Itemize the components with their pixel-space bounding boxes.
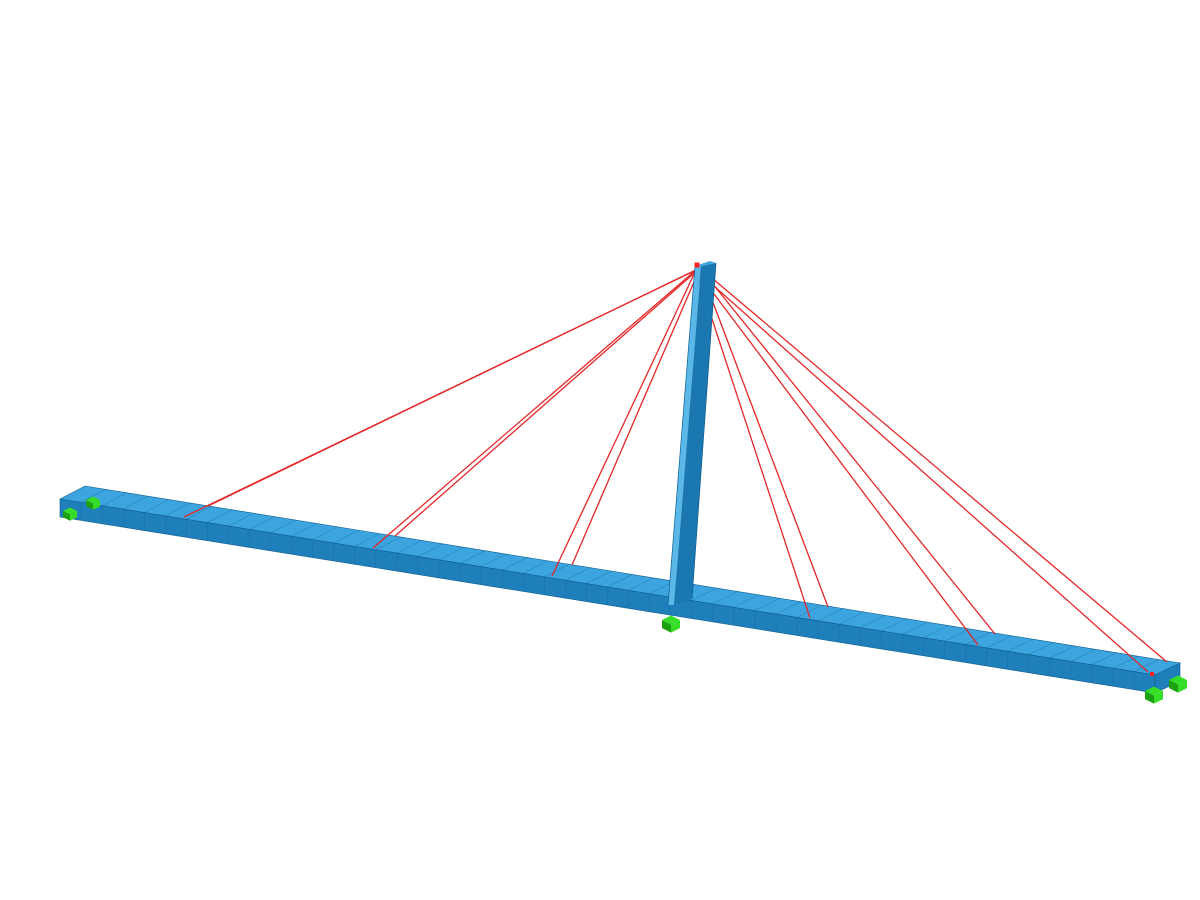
cable-front-4 (696, 270, 978, 645)
cable-front-3 (696, 270, 810, 618)
cable-back-1 (395, 268, 700, 536)
node-1 (1150, 672, 1154, 676)
cable-back-3 (700, 268, 828, 607)
node-0 (695, 263, 700, 268)
cable-front-1 (373, 270, 696, 548)
cable-back-4 (700, 268, 995, 634)
bridge-diagram (0, 0, 1200, 900)
cable-front-0 (184, 270, 696, 517)
